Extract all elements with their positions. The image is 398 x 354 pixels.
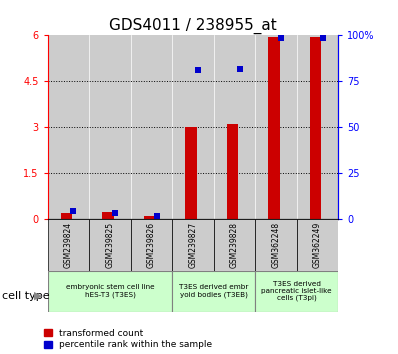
Bar xyxy=(89,219,131,271)
Text: T3ES derived embr
yoid bodies (T3EB): T3ES derived embr yoid bodies (T3EB) xyxy=(179,284,248,298)
Bar xyxy=(89,35,131,219)
Bar xyxy=(297,35,338,219)
Bar xyxy=(226,124,238,219)
Bar xyxy=(172,219,214,271)
Text: ▶: ▶ xyxy=(34,291,42,301)
Bar xyxy=(172,271,255,312)
Bar xyxy=(255,219,297,271)
Text: T3ES derived
pancreatic islet-like
cells (T3pi): T3ES derived pancreatic islet-like cells… xyxy=(261,281,332,301)
Title: GDS4011 / 238955_at: GDS4011 / 238955_at xyxy=(109,18,277,34)
Bar xyxy=(144,216,155,219)
Bar xyxy=(255,271,338,312)
Bar xyxy=(310,37,321,219)
Bar xyxy=(214,35,255,219)
Bar xyxy=(268,37,280,219)
Point xyxy=(195,67,201,73)
Text: cell type: cell type xyxy=(2,291,50,301)
Point xyxy=(319,36,326,41)
Bar xyxy=(48,271,172,312)
Bar xyxy=(185,127,197,219)
Text: GSM239827: GSM239827 xyxy=(189,222,197,268)
Bar xyxy=(131,35,172,219)
Bar xyxy=(131,219,172,271)
Text: embryonic stem cell line
hES-T3 (T3ES): embryonic stem cell line hES-T3 (T3ES) xyxy=(66,284,154,298)
Bar xyxy=(255,35,297,219)
Point xyxy=(70,209,77,214)
Bar xyxy=(297,219,338,271)
Text: GSM362248: GSM362248 xyxy=(271,222,281,268)
Bar xyxy=(172,35,214,219)
Text: GSM239826: GSM239826 xyxy=(147,222,156,268)
Bar xyxy=(102,212,114,219)
Point xyxy=(278,36,284,41)
Point xyxy=(236,66,243,72)
Text: GSM362249: GSM362249 xyxy=(313,222,322,268)
Point xyxy=(112,210,118,216)
Point xyxy=(153,213,160,219)
Text: GSM239825: GSM239825 xyxy=(105,222,115,268)
Bar xyxy=(48,35,89,219)
Text: GSM239824: GSM239824 xyxy=(64,222,73,268)
Text: GSM239828: GSM239828 xyxy=(230,222,239,268)
Bar xyxy=(48,219,89,271)
Bar xyxy=(60,213,72,219)
Bar xyxy=(214,219,255,271)
Legend: transformed count, percentile rank within the sample: transformed count, percentile rank withi… xyxy=(44,329,212,349)
